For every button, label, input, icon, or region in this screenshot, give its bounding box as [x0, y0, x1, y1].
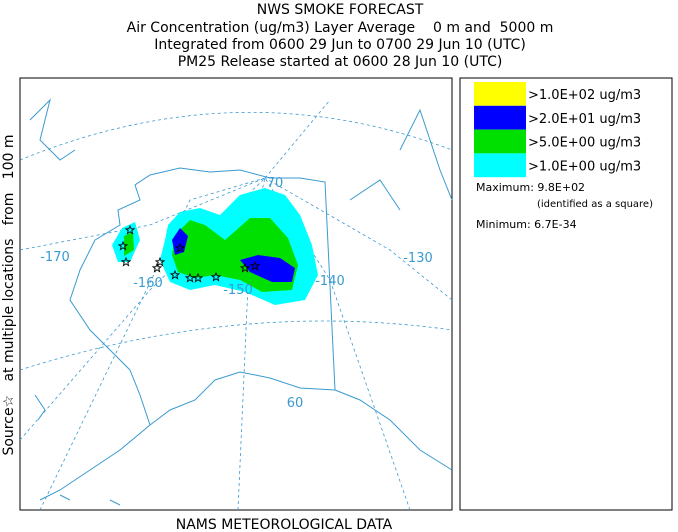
title: NWS SMOKE FORECAST — [257, 2, 424, 18]
subtitle: Air Concentration (ug/m3) Layer Average … — [127, 20, 554, 36]
maximum-note: (identified as a square) — [537, 199, 653, 210]
legend: Maximum: 9.8E+02 (identified as a square… — [459, 77, 673, 511]
legend-label: >1.0E+00 ug/m3 — [528, 159, 641, 174]
map-frame — [19, 77, 453, 511]
grid-label: 70 — [267, 176, 284, 191]
map: -170 -160 -150 -140 -130 70 60 — [19, 77, 453, 511]
maximum: Maximum: 9.8E+02 — [476, 181, 585, 194]
grid-label: -150 — [223, 283, 253, 298]
grid-label: 60 — [287, 396, 304, 411]
plume — [112, 188, 318, 305]
grid-label: -130 — [403, 251, 433, 266]
legend-swatch — [474, 105, 526, 130]
source-label: Source☆ at multiple locations from 100 m — [1, 134, 17, 455]
minimum: Minimum: 6.7E-34 — [476, 218, 577, 231]
grid-label: -170 — [40, 250, 70, 265]
subtitle: PM25 Release started at 0600 28 Jun 10 (… — [178, 54, 503, 70]
grid-label: -160 — [133, 276, 163, 291]
legend-swatch — [474, 82, 526, 106]
legend-label: >1.0E+02 ug/m3 — [528, 88, 641, 103]
legend-swatch — [474, 129, 526, 154]
legend-label: >5.0E+00 ug/m3 — [528, 136, 641, 151]
subtitle: Integrated from 0600 29 Jun to 0700 29 J… — [154, 37, 526, 53]
grid-label: -140 — [315, 274, 345, 289]
legend-swatch — [474, 153, 526, 178]
legend-label: >2.0E+01 ug/m3 — [528, 112, 641, 127]
footer: NAMS METEOROLOGICAL DATA — [176, 517, 393, 532]
coastline — [29, 98, 453, 506]
